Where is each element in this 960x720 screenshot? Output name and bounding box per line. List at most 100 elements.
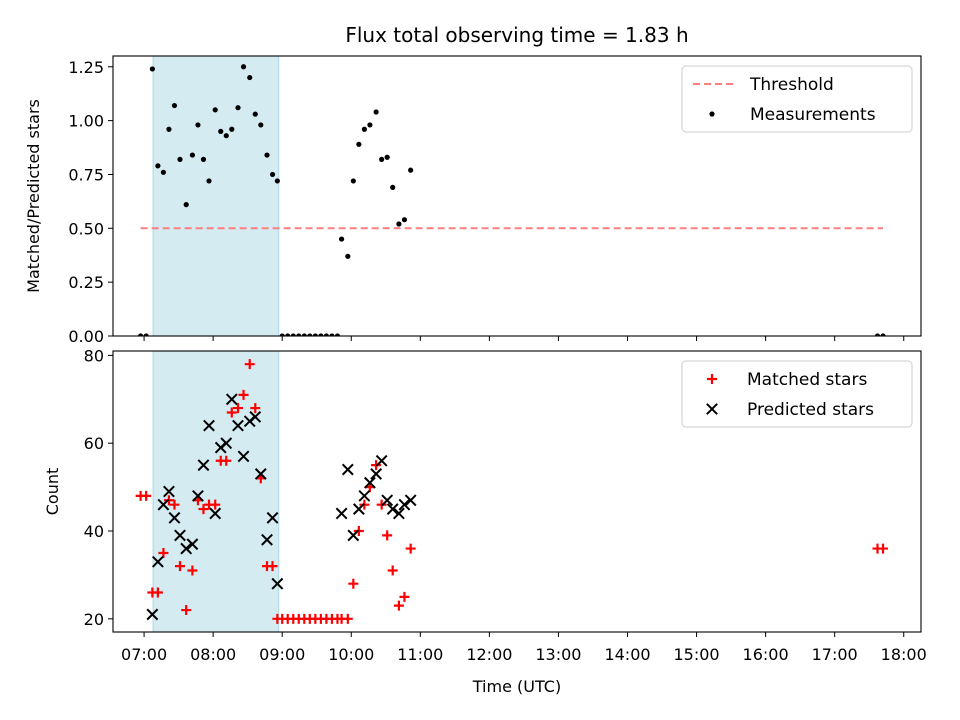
data-point xyxy=(244,359,255,370)
data-point xyxy=(267,561,278,572)
data-point xyxy=(345,253,351,259)
data-point xyxy=(229,126,235,132)
x-tick-label: 09:00 xyxy=(259,645,305,664)
data-point xyxy=(212,107,218,113)
data-point xyxy=(405,543,416,554)
data-point xyxy=(338,236,345,242)
data-point xyxy=(271,577,284,590)
data-point xyxy=(143,333,149,336)
data-point xyxy=(180,542,193,555)
data-point xyxy=(401,217,408,223)
observing-window-span xyxy=(152,350,280,633)
data-point xyxy=(160,169,167,175)
data-point xyxy=(152,587,163,598)
data-point xyxy=(264,152,270,158)
x-tick-label: 17:00 xyxy=(812,645,858,664)
data-point xyxy=(348,578,359,589)
x-tick-label: 13:00 xyxy=(535,645,581,664)
data-point xyxy=(399,591,410,602)
data-point xyxy=(878,543,889,554)
data-point xyxy=(223,133,229,139)
x-tick-label: 12:00 xyxy=(466,645,512,664)
data-point xyxy=(225,393,238,406)
data-point xyxy=(398,498,411,511)
data-point xyxy=(192,489,204,502)
data-point xyxy=(240,64,247,70)
data-point xyxy=(334,333,341,336)
data-point xyxy=(363,476,376,489)
data-point xyxy=(163,485,175,498)
data-point xyxy=(382,530,393,541)
data-point xyxy=(166,126,172,132)
data-point xyxy=(177,156,183,162)
x-tick-label: 08:00 xyxy=(190,645,236,664)
data-point xyxy=(250,403,261,414)
data-point xyxy=(381,494,394,507)
x-tick-label: 18:00 xyxy=(881,645,927,664)
data-point xyxy=(312,333,318,336)
plot-area xyxy=(135,359,889,624)
panel-top: 0.00 0.25 0.50 0.75 1.00 1.25 Matched/Predicte… xyxy=(24,55,922,346)
data-point xyxy=(168,511,181,524)
data-point xyxy=(341,463,354,476)
data-point xyxy=(186,538,199,551)
x-tick-label: 14:00 xyxy=(604,645,650,664)
data-point xyxy=(279,333,285,336)
y-tick-label: 40 xyxy=(84,522,104,541)
legend-marker xyxy=(709,111,715,117)
data-point xyxy=(155,163,161,169)
data-point xyxy=(218,128,224,134)
data-point xyxy=(232,403,243,414)
data-point xyxy=(367,122,373,128)
data-point xyxy=(171,102,178,109)
data-point xyxy=(361,126,367,132)
panel-bottom: 07:00 08:00 09:00 10:00 11:00 12:00 13:00 14:00… xyxy=(43,346,927,664)
data-point xyxy=(183,202,189,208)
x-tick-label: 11:00 xyxy=(397,645,443,664)
data-point xyxy=(141,490,152,501)
y-tick-label: 0.00 xyxy=(68,327,104,346)
y-tick-label: 0.75 xyxy=(68,165,104,184)
data-point xyxy=(393,507,405,520)
data-point xyxy=(373,109,379,115)
data-point xyxy=(235,105,241,111)
data-point xyxy=(404,494,417,507)
data-point xyxy=(352,503,365,515)
data-point xyxy=(261,533,273,546)
data-point xyxy=(396,221,402,227)
data-point xyxy=(285,333,291,336)
data-point xyxy=(318,333,324,336)
y-tick-label: 0.50 xyxy=(68,219,104,238)
data-point xyxy=(174,529,186,542)
x-tick-label: 10:00 xyxy=(328,645,374,664)
data-point xyxy=(232,419,244,432)
legend: Matched stars Predicted stars xyxy=(681,360,913,428)
data-point xyxy=(342,613,353,624)
data-point xyxy=(203,419,215,432)
data-point xyxy=(157,498,170,511)
y-tick-label: 0.25 xyxy=(68,273,104,292)
data-point xyxy=(189,152,196,158)
series-measurements xyxy=(138,64,886,336)
legend-frame xyxy=(681,360,913,428)
x-tick-label: 16:00 xyxy=(743,645,789,664)
data-point xyxy=(386,503,399,515)
legend-marker xyxy=(707,374,717,384)
data-point xyxy=(393,600,404,611)
data-point xyxy=(379,156,385,162)
legend-marker xyxy=(706,403,718,415)
data-point xyxy=(249,410,262,423)
legend-frame xyxy=(681,65,913,133)
data-point xyxy=(209,507,222,520)
data-point xyxy=(408,167,414,173)
y-axis-label: Count xyxy=(43,468,62,516)
data-point xyxy=(323,333,329,336)
y-tick-label: 1.00 xyxy=(68,112,104,131)
data-point xyxy=(149,66,155,72)
data-point xyxy=(198,504,209,515)
data-point xyxy=(370,468,383,480)
legend-entry: Predicted stars xyxy=(747,400,874,420)
data-point xyxy=(258,122,264,128)
data-point xyxy=(146,608,159,621)
data-point xyxy=(181,605,192,616)
